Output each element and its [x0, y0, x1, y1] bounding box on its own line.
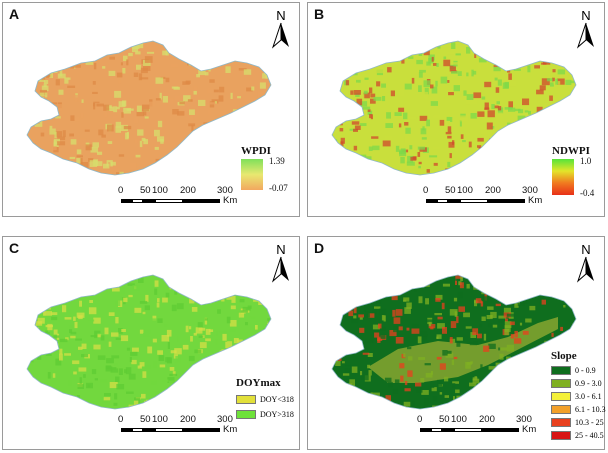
legend-item-label: 0.9 - 3.0 — [575, 379, 602, 388]
panel-b-ndwpi-map: B N NDWPI 1.0 -0.4 0 50 100 200 300 Km — [307, 2, 605, 217]
scale-segment — [448, 199, 460, 203]
svg-text:N: N — [276, 9, 285, 23]
legend-max-value: 1.0 — [580, 156, 592, 166]
scale-tick-label: 50 — [439, 414, 450, 425]
legend-title: Slope — [551, 350, 577, 362]
scale-segment — [431, 428, 442, 432]
legend-title: NDWPI — [552, 145, 590, 157]
scale-tick-label: 200 — [180, 414, 196, 425]
scale-segment — [437, 199, 448, 203]
legend-min-value: -0.4 — [580, 188, 595, 198]
panel-a-wpdi-map: A N WPDI 1.39 -0.07 0 50 100 200 300 Km — [2, 2, 300, 217]
legend-item-label: 3.0 - 6.1 — [575, 392, 602, 401]
legend-swatch — [236, 395, 256, 404]
panel-label: B — [314, 6, 325, 22]
legend-swatch — [551, 431, 571, 440]
scale-unit: Km — [223, 195, 238, 206]
legend-item-label: DOY>318 — [260, 410, 294, 419]
svg-text:N: N — [276, 243, 285, 257]
scale-segment — [482, 428, 519, 432]
legend-color-ramp — [552, 159, 574, 195]
scale-segment — [121, 428, 132, 432]
legend-title: DOYmax — [236, 377, 281, 389]
scale-tick-label: 200 — [485, 185, 501, 196]
scale-segment — [488, 199, 525, 203]
scale-segment — [132, 428, 143, 432]
legend-item-label: 6.1 - 10.3 — [575, 405, 606, 414]
svg-text:N: N — [581, 9, 590, 23]
scale-unit: Km — [528, 195, 543, 206]
scale-tick-label: 300 — [522, 185, 538, 196]
legend-max-value: 1.39 — [269, 156, 285, 166]
scale-segment — [155, 428, 183, 432]
scale-segment — [442, 428, 454, 432]
panel-d-slope-map: D N Slope 0 - 0.9 0.9 - 3.0 3.0 - 6.1 6.… — [307, 236, 606, 450]
north-arrow-icon: N — [573, 9, 599, 49]
scale-unit: Km — [522, 424, 537, 435]
province-map — [331, 274, 577, 410]
scale-tick-label: 0 — [118, 414, 124, 425]
legend-swatch — [551, 418, 571, 427]
scale-tick-label: 100 — [457, 185, 473, 196]
scale-segment — [132, 199, 143, 203]
legend-swatch — [551, 366, 571, 375]
doymax-legend: DOYmax DOY<318 DOY>318 — [236, 377, 294, 419]
scale-segment — [454, 428, 482, 432]
panel-label: A — [9, 6, 20, 22]
scale-tick-label: 100 — [152, 414, 168, 425]
province-land — [27, 275, 271, 409]
scale-tick-label: 300 — [217, 414, 233, 425]
legend-item-label: DOY<318 — [260, 395, 294, 404]
scale-tick-label: 200 — [479, 414, 495, 425]
province-map — [26, 274, 272, 410]
slope-legend: Slope 0 - 0.9 0.9 - 3.0 3.0 - 6.1 6.1 - … — [551, 350, 606, 440]
scale-segment — [183, 428, 220, 432]
scale-segment — [155, 199, 183, 203]
scale-tick-label: 200 — [180, 185, 196, 196]
scale-segment — [143, 199, 155, 203]
scale-tick-label: 100 — [152, 185, 168, 196]
svg-text:N: N — [581, 243, 590, 257]
scale-tick-label: 50 — [140, 185, 151, 196]
legend-swatch — [236, 410, 256, 419]
legend-swatch — [551, 379, 571, 388]
scale-segment — [183, 199, 220, 203]
legend-title: WPDI — [241, 145, 271, 157]
province-map — [26, 40, 272, 176]
scale-segment — [143, 428, 155, 432]
scale-segment — [121, 199, 132, 203]
scale-tick-label: 0 — [417, 414, 423, 425]
wpdi-legend: WPDI 1.39 -0.07 — [241, 145, 288, 193]
scale-tick-label: 0 — [423, 185, 429, 196]
scale-tick-label: 50 — [140, 414, 151, 425]
scale-tick-label: 100 — [451, 414, 467, 425]
north-arrow-icon: N — [268, 9, 294, 49]
panel-label: C — [9, 240, 20, 256]
legend-item-label: 0 - 0.9 — [575, 366, 596, 375]
legend-item-label: 25 - 40.5 — [575, 431, 604, 440]
north-arrow-icon: N — [268, 243, 294, 283]
scale-tick-label: 300 — [217, 185, 233, 196]
province-map — [331, 40, 577, 176]
panel-label: D — [314, 240, 325, 256]
scale-segment — [420, 428, 431, 432]
legend-color-ramp — [241, 159, 263, 190]
scale-unit: Km — [223, 424, 238, 435]
scale-tick-label: 0 — [118, 185, 124, 196]
scale-tick-label: 50 — [445, 185, 456, 196]
legend-swatch — [551, 392, 571, 401]
scale-segment — [460, 199, 488, 203]
legend-swatch — [551, 405, 571, 414]
legend-item-label: 10.3 - 25 — [575, 418, 604, 427]
scale-tick-label: 300 — [516, 414, 532, 425]
ndwpi-legend: NDWPI 1.0 -0.4 — [552, 145, 594, 198]
scale-segment — [426, 199, 437, 203]
panel-c-doymax-map: C N DOYmax DOY<318 DOY>318 0 50 100 200 300 K… — [2, 236, 300, 450]
legend-min-value: -0.07 — [269, 183, 288, 193]
north-arrow-icon: N — [573, 243, 599, 283]
